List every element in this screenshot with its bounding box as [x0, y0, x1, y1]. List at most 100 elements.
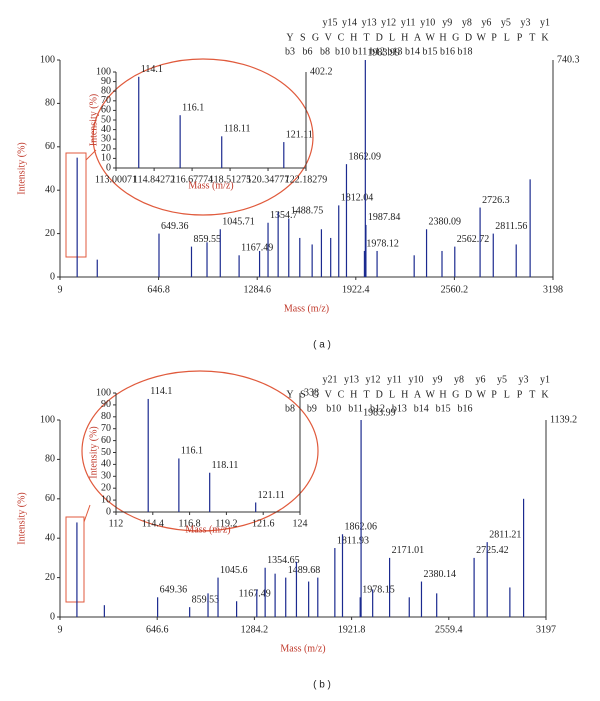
y-ion: y12	[366, 374, 381, 385]
peak-label: 1354.65	[267, 555, 300, 566]
y-ion: y14	[342, 17, 357, 28]
zoom-box	[65, 516, 85, 603]
peak-label: 2171.01	[392, 545, 425, 556]
y-tick-label: 40	[101, 124, 111, 135]
residue: L	[389, 389, 395, 400]
y-tick-label: 100	[40, 414, 55, 425]
y-ion: y11	[401, 17, 416, 28]
y-tick-label: 0	[50, 611, 55, 622]
y-axis-label: Intensity (%)	[16, 142, 27, 195]
residue: A	[414, 32, 422, 43]
y-tick-label: 100	[96, 66, 111, 77]
b-ion: b15	[436, 403, 451, 414]
y-tick-label: 20	[101, 482, 111, 493]
residue: H	[350, 389, 357, 400]
y-tick-label: 10	[101, 153, 111, 164]
x-tick-label: 119.2	[215, 518, 237, 529]
residue: H	[439, 32, 446, 43]
residue: P	[517, 32, 523, 43]
y-ion: y10	[409, 374, 424, 385]
peak-label: 1045.71	[222, 217, 255, 228]
peak-label: 1812.04	[341, 193, 374, 204]
x-tick-label: 121.6	[252, 518, 275, 529]
y-tick-label: 80	[45, 98, 55, 109]
b-ion: b14	[414, 403, 429, 414]
y-ion: y21	[323, 374, 338, 385]
residue: P	[491, 32, 497, 43]
residue: P	[517, 389, 523, 400]
b-ion: b14	[405, 46, 420, 57]
peak-label: 859.53	[192, 594, 220, 605]
y-tick-label: 20	[101, 143, 111, 154]
x-tick-label: 1284.6	[243, 285, 271, 296]
zoom-connector	[85, 149, 97, 161]
b-ion: b12	[370, 46, 385, 57]
residue: T	[529, 389, 535, 400]
peak-label: 2811.56	[495, 221, 527, 232]
y-ion: y5	[501, 17, 511, 28]
zoom-box	[65, 152, 87, 258]
peak-label: 2811.21	[489, 529, 521, 540]
y-tick-label: 40	[45, 532, 55, 543]
b-ion: b10	[326, 403, 341, 414]
residue: H	[350, 32, 357, 43]
peak-label: 118.11	[212, 460, 239, 471]
x-tick-label: 1284.2	[241, 625, 269, 636]
residue: D	[376, 389, 383, 400]
residue: V	[325, 32, 333, 43]
y-tick-label: 80	[101, 85, 111, 96]
x-axis-label: Mass (m/z)	[284, 303, 329, 314]
max-intensity: 740.3	[557, 54, 580, 65]
residue: H	[439, 389, 446, 400]
x-tick-label: 646.8	[147, 285, 170, 296]
peak-label: 1167.49	[239, 589, 271, 600]
x-tick-label: 2559.4	[435, 625, 463, 636]
zoom-oval	[92, 58, 314, 216]
b-ion: b9	[307, 403, 317, 414]
peak-label: 859.55	[193, 234, 221, 245]
residue: Y	[286, 32, 293, 43]
residue: W	[426, 32, 436, 43]
peak-label: 114.1	[150, 386, 172, 397]
residue: L	[504, 32, 510, 43]
zoom-connector	[83, 504, 91, 523]
x-tick-label: 122.18279	[285, 174, 328, 185]
peak-label: 1978.15	[362, 585, 395, 596]
y-ion: y3	[520, 17, 530, 28]
residue: P	[491, 389, 497, 400]
y-ion: y15	[323, 17, 338, 28]
residue: D	[376, 32, 383, 43]
x-axis-label: Mass (m/z)	[188, 180, 233, 191]
panel-caption: ( a )	[313, 340, 331, 351]
residue: T	[363, 32, 369, 43]
y-ion: y1	[540, 374, 550, 385]
y-tick-label: 10	[101, 494, 111, 505]
residue: G	[312, 389, 319, 400]
b-ion: b13	[388, 46, 403, 57]
x-tick-label: 118.51275	[209, 174, 251, 185]
x-tick-label: 114.4	[142, 518, 164, 529]
b-ion: b8	[285, 403, 295, 414]
residue: W	[477, 389, 487, 400]
y-ion: y8	[462, 17, 472, 28]
max-intensity: 338	[304, 387, 319, 398]
x-tick-label: 114.84272	[133, 174, 175, 185]
y-axis-label: Intensity (%)	[16, 492, 27, 545]
residue: G	[452, 389, 459, 400]
y-tick-label: 0	[50, 271, 55, 282]
y-tick-label: 40	[101, 459, 111, 470]
y-tick-label: 60	[101, 435, 111, 446]
x-tick-label: 1921.8	[338, 625, 366, 636]
y-tick-label: 90	[101, 76, 111, 87]
y-ion: y6	[481, 17, 491, 28]
max-intensity: 1139.2	[550, 414, 577, 425]
peak-label: 2726.3	[482, 195, 510, 206]
residue: W	[477, 32, 487, 43]
peak-label: 118.11	[224, 124, 251, 135]
y-tick-label: 40	[45, 184, 55, 195]
residue: T	[529, 32, 535, 43]
y-ion: y13	[362, 17, 377, 28]
b-ion: b6	[303, 46, 313, 57]
b-ion: b10	[335, 46, 350, 57]
x-tick-label: 120.34777	[247, 174, 290, 185]
